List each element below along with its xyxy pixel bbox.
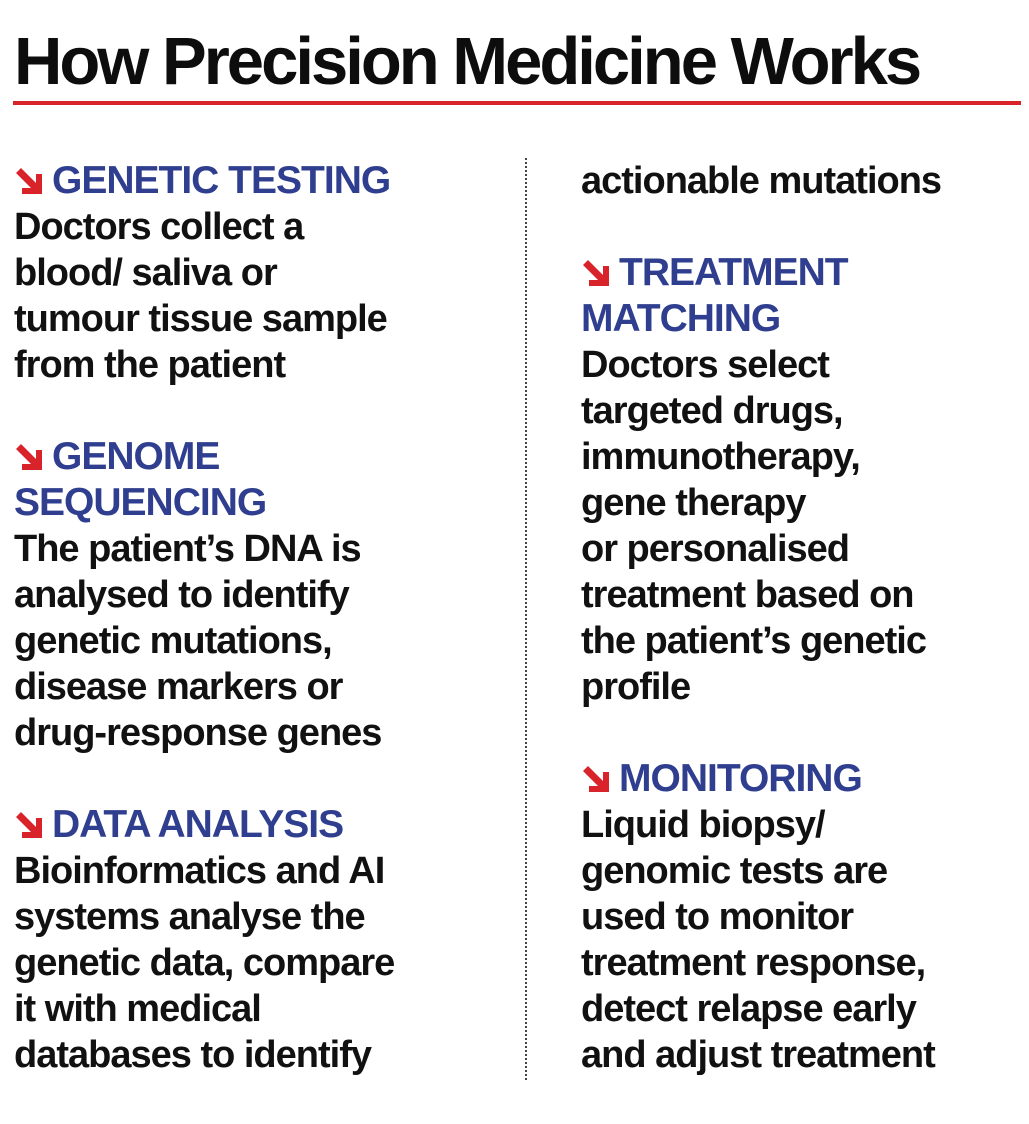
section-heading: TREATMENT (581, 250, 1021, 296)
section-body: Doctors collect a blood/ saliva or tumou… (14, 204, 508, 388)
body-line: tumour tissue sample (14, 298, 388, 340)
left-column: GENETIC TESTING Doctors collect a blood/… (14, 158, 508, 1124)
body-line: detect relapse early (581, 988, 917, 1030)
body-line: drug-response genes (14, 712, 382, 754)
body-line: targeted drugs, (581, 390, 844, 432)
section-heading-label: GENOME (52, 435, 220, 478)
body-line: Liquid biopsy/ (581, 804, 826, 846)
down-right-arrow-icon (16, 444, 42, 470)
body-line: from the patient (14, 344, 286, 386)
section-body: Doctors select targeted drugs, immunothe… (581, 342, 1021, 710)
body-line: blood/ saliva or (14, 252, 278, 294)
column-divider (525, 158, 527, 1080)
title-underline (13, 101, 1021, 105)
body-line: genomic tests are (581, 850, 888, 892)
body-line: the patient’s genetic (581, 620, 927, 662)
section-body: The patient’s DNA is analysed to identif… (14, 526, 508, 756)
section-heading: MONITORING (581, 756, 1021, 802)
section-genome-sequencing: GENOME SEQUENCING The patient’s DNA is a… (14, 434, 508, 756)
down-right-arrow-icon (583, 260, 609, 286)
body-line: treatment based on (581, 574, 915, 616)
body-line: The patient’s DNA is (14, 528, 362, 570)
body-line: immunotherapy, (581, 436, 861, 478)
section-monitoring: MONITORING Liquid biopsy/ genomic tests … (581, 756, 1021, 1078)
down-right-arrow-icon (16, 168, 42, 194)
body-line: it with medical (14, 988, 262, 1030)
section-heading-continued: MATCHING (581, 297, 781, 340)
body-line: systems analyse the (14, 896, 366, 938)
body-line: genetic data, compare (14, 942, 395, 984)
body-line: disease markers or (14, 666, 343, 708)
page-title: How Precision Medicine Works (14, 24, 922, 99)
body-line: Bioinformatics and AI (14, 850, 385, 892)
body-line: analysed to identify (14, 574, 350, 616)
down-right-arrow-icon (583, 766, 609, 792)
section-body: Liquid biopsy/ genomic tests are used to… (581, 802, 1021, 1078)
section-heading: GENETIC TESTING (14, 158, 508, 204)
section-data-analysis: DATA ANALYSIS Bioinformatics and AI syst… (14, 802, 508, 1078)
body-line: or personalised (581, 528, 850, 570)
body-line: Doctors collect a (14, 206, 304, 248)
body-line: databases to identify (14, 1034, 372, 1076)
section-genetic-testing: GENETIC TESTING Doctors collect a blood/… (14, 158, 508, 388)
body-line: treatment response, (581, 942, 926, 984)
section-heading-label: MONITORING (619, 757, 863, 800)
down-right-arrow-icon (16, 812, 42, 838)
section-heading-continued: SEQUENCING (14, 481, 267, 524)
section-body-continued: actionable mutations (581, 158, 1021, 204)
section-heading-label: TREATMENT (619, 251, 849, 294)
body-line: actionable mutations (581, 160, 942, 202)
body-line: Doctors select (581, 344, 830, 386)
section-heading: DATA ANALYSIS (14, 802, 508, 848)
section-heading: GENOME (14, 434, 508, 480)
section-treatment-matching: TREATMENT MATCHING Doctors select target… (581, 250, 1021, 710)
body-line: profile (581, 666, 691, 708)
body-line: genetic mutations, (14, 620, 333, 662)
body-line: used to monitor (581, 896, 854, 938)
section-heading-label: DATA ANALYSIS (52, 803, 344, 846)
body-line: gene therapy (581, 482, 807, 524)
section-heading-label: GENETIC TESTING (52, 159, 391, 202)
right-column: actionable mutations TREATMENT MATCHING … (581, 158, 1021, 1124)
section-body: Bioinformatics and AI systems analyse th… (14, 848, 508, 1078)
body-line: and adjust treatment (581, 1034, 936, 1076)
